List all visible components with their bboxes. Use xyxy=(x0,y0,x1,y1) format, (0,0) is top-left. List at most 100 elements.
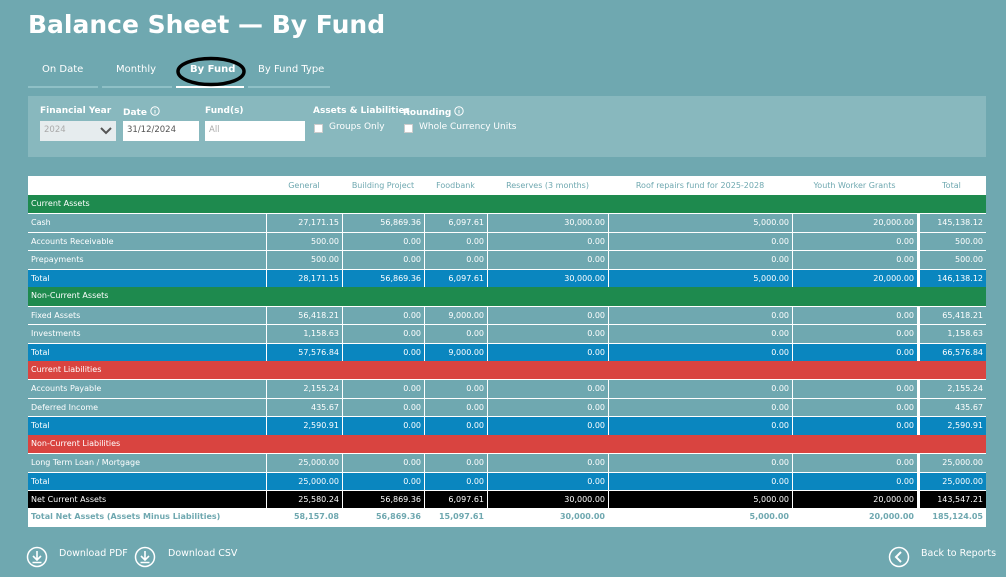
section-row: Current Liabilities xyxy=(28,360,986,380)
cell: 500.00 xyxy=(917,232,986,251)
tab-underline xyxy=(102,86,172,88)
section-row: Current Assets xyxy=(28,195,986,214)
cell: 0.00 xyxy=(424,398,487,417)
cell: 0.00 xyxy=(608,343,792,361)
cell: 56,869.36 xyxy=(342,269,424,288)
cell: 0.00 xyxy=(424,325,487,343)
cell: 2,590.91 xyxy=(917,417,986,435)
section-title: Current Assets xyxy=(31,199,90,208)
cell: Deferred Income xyxy=(31,402,99,412)
balance-table: General Building Project Foodbank Reserves … xyxy=(28,176,986,527)
value: 2024 xyxy=(44,125,66,135)
cell: Total xyxy=(31,421,50,431)
cell: 435.67 xyxy=(917,398,986,417)
cell: 30,000.00 xyxy=(487,491,608,509)
cell: 0.00 xyxy=(792,472,917,490)
download-icon xyxy=(26,546,48,568)
cell: 5,000.00 xyxy=(749,512,789,522)
cell: 0.00 xyxy=(342,380,424,398)
cell: Net Current Assets xyxy=(31,495,107,504)
cell: 0.00 xyxy=(424,454,487,472)
cell: 0.00 xyxy=(487,398,608,417)
link-text: Download CSV xyxy=(168,548,238,559)
cell: 500.00 xyxy=(266,251,342,269)
cell: 0.00 xyxy=(608,417,792,435)
funds-input[interactable]: All xyxy=(205,121,305,141)
cell: Accounts Receivable xyxy=(31,236,114,246)
tab[interactable]: By Fund xyxy=(190,64,236,75)
cell: 0.00 xyxy=(342,398,424,417)
cell: 56,869.36 xyxy=(342,214,424,232)
cell: 20,000.00 xyxy=(868,512,914,522)
checkbox[interactable] xyxy=(314,124,323,133)
cell: 5,000.00 xyxy=(608,214,792,232)
cell: 146,138.12 xyxy=(917,269,986,288)
label: Rounding xyxy=(403,106,465,118)
checkbox-label: Whole Currency Units xyxy=(419,122,517,132)
column-header: Foodbank xyxy=(436,181,475,190)
data-row: Deferred Income 435.67 0.00 0.00 0.00 0.00 0.0… xyxy=(28,397,986,417)
filter-panel: Financial Year 2024 Date 31/12/2024 Fund… xyxy=(28,96,986,157)
cell: 0.00 xyxy=(342,417,424,435)
cell: Total xyxy=(31,347,50,357)
column-header: Total xyxy=(942,181,961,190)
download-pdf[interactable] xyxy=(26,546,48,572)
checkbox-label: Groups Only xyxy=(329,122,385,132)
cell: Long Term Loan / Mortgage xyxy=(31,458,141,468)
cell: 0.00 xyxy=(608,251,792,269)
tab[interactable]: By Fund Type xyxy=(258,64,325,75)
cell: 0.00 xyxy=(792,398,917,417)
cell: 0.00 xyxy=(342,325,424,343)
cell: 0.00 xyxy=(792,417,917,435)
cell: 25,580.24 xyxy=(266,491,342,509)
cell: 15,097.61 xyxy=(438,512,484,522)
cell: 28,171.15 xyxy=(266,269,342,288)
cell: 0.00 xyxy=(342,343,424,361)
cell: 0.00 xyxy=(792,343,917,361)
checkbox[interactable] xyxy=(404,124,413,133)
date-input[interactable]: 31/12/2024 xyxy=(123,121,199,141)
column-header: Building Project xyxy=(351,181,415,190)
data-row: Prepayments 500.00 0.00 0.00 0.00 0.00 0.00 500… xyxy=(28,250,986,269)
label: Date xyxy=(123,106,160,118)
net-current-assets-row: Net Current Assets 25,580.24 56,869.36 6,09… xyxy=(28,490,986,509)
info-icon xyxy=(150,106,160,116)
cell: 6,097.61 xyxy=(424,491,487,509)
cell: 2,155.24 xyxy=(266,380,342,398)
tab[interactable]: On Date xyxy=(42,64,84,75)
back-button[interactable] xyxy=(888,546,910,572)
cell: 0.00 xyxy=(608,306,792,325)
tab[interactable]: Monthly xyxy=(116,64,157,75)
year-select[interactable]: 2024 xyxy=(40,121,116,141)
section-row: Non-Current Liabilities xyxy=(28,434,986,454)
column-header: General xyxy=(288,181,320,190)
download-csv[interactable] xyxy=(134,546,156,572)
cell: 66,576.84 xyxy=(917,343,986,361)
cell: 0.00 xyxy=(487,251,608,269)
cell: 9,000.00 xyxy=(424,343,487,361)
total-net-assets-row: Total Net Assets (Assets Minus Liabiliti… xyxy=(28,508,986,527)
total-row: Total 25,000.00 0.00 0.00 0.00 0.00 0.00 25,000… xyxy=(28,471,986,490)
cell: 56,418.21 xyxy=(266,306,342,325)
cell: 500.00 xyxy=(266,232,342,251)
cell: 0.00 xyxy=(487,472,608,490)
label: Financial Year xyxy=(40,106,112,116)
cell: 0.00 xyxy=(792,380,917,398)
column-header: Youth Worker Grants xyxy=(813,181,896,190)
cell: 30,000.00 xyxy=(487,269,608,288)
label: Fund(s) xyxy=(205,106,244,116)
cell: 0.00 xyxy=(424,472,487,490)
cell: 30,000.00 xyxy=(487,214,608,232)
label: Assets & Liabilities xyxy=(313,106,410,116)
cell: 500.00 xyxy=(917,251,986,269)
cell: 0.00 xyxy=(342,251,424,269)
cell: 0.00 xyxy=(487,454,608,472)
cell: 0.00 xyxy=(608,454,792,472)
cell: 56,869.36 xyxy=(375,512,421,522)
cell: 0.00 xyxy=(608,398,792,417)
cell: Total xyxy=(31,273,50,283)
cell: 0.00 xyxy=(608,472,792,490)
cell: Fixed Assets xyxy=(31,310,81,320)
section-title: Current Liabilities xyxy=(31,364,102,374)
